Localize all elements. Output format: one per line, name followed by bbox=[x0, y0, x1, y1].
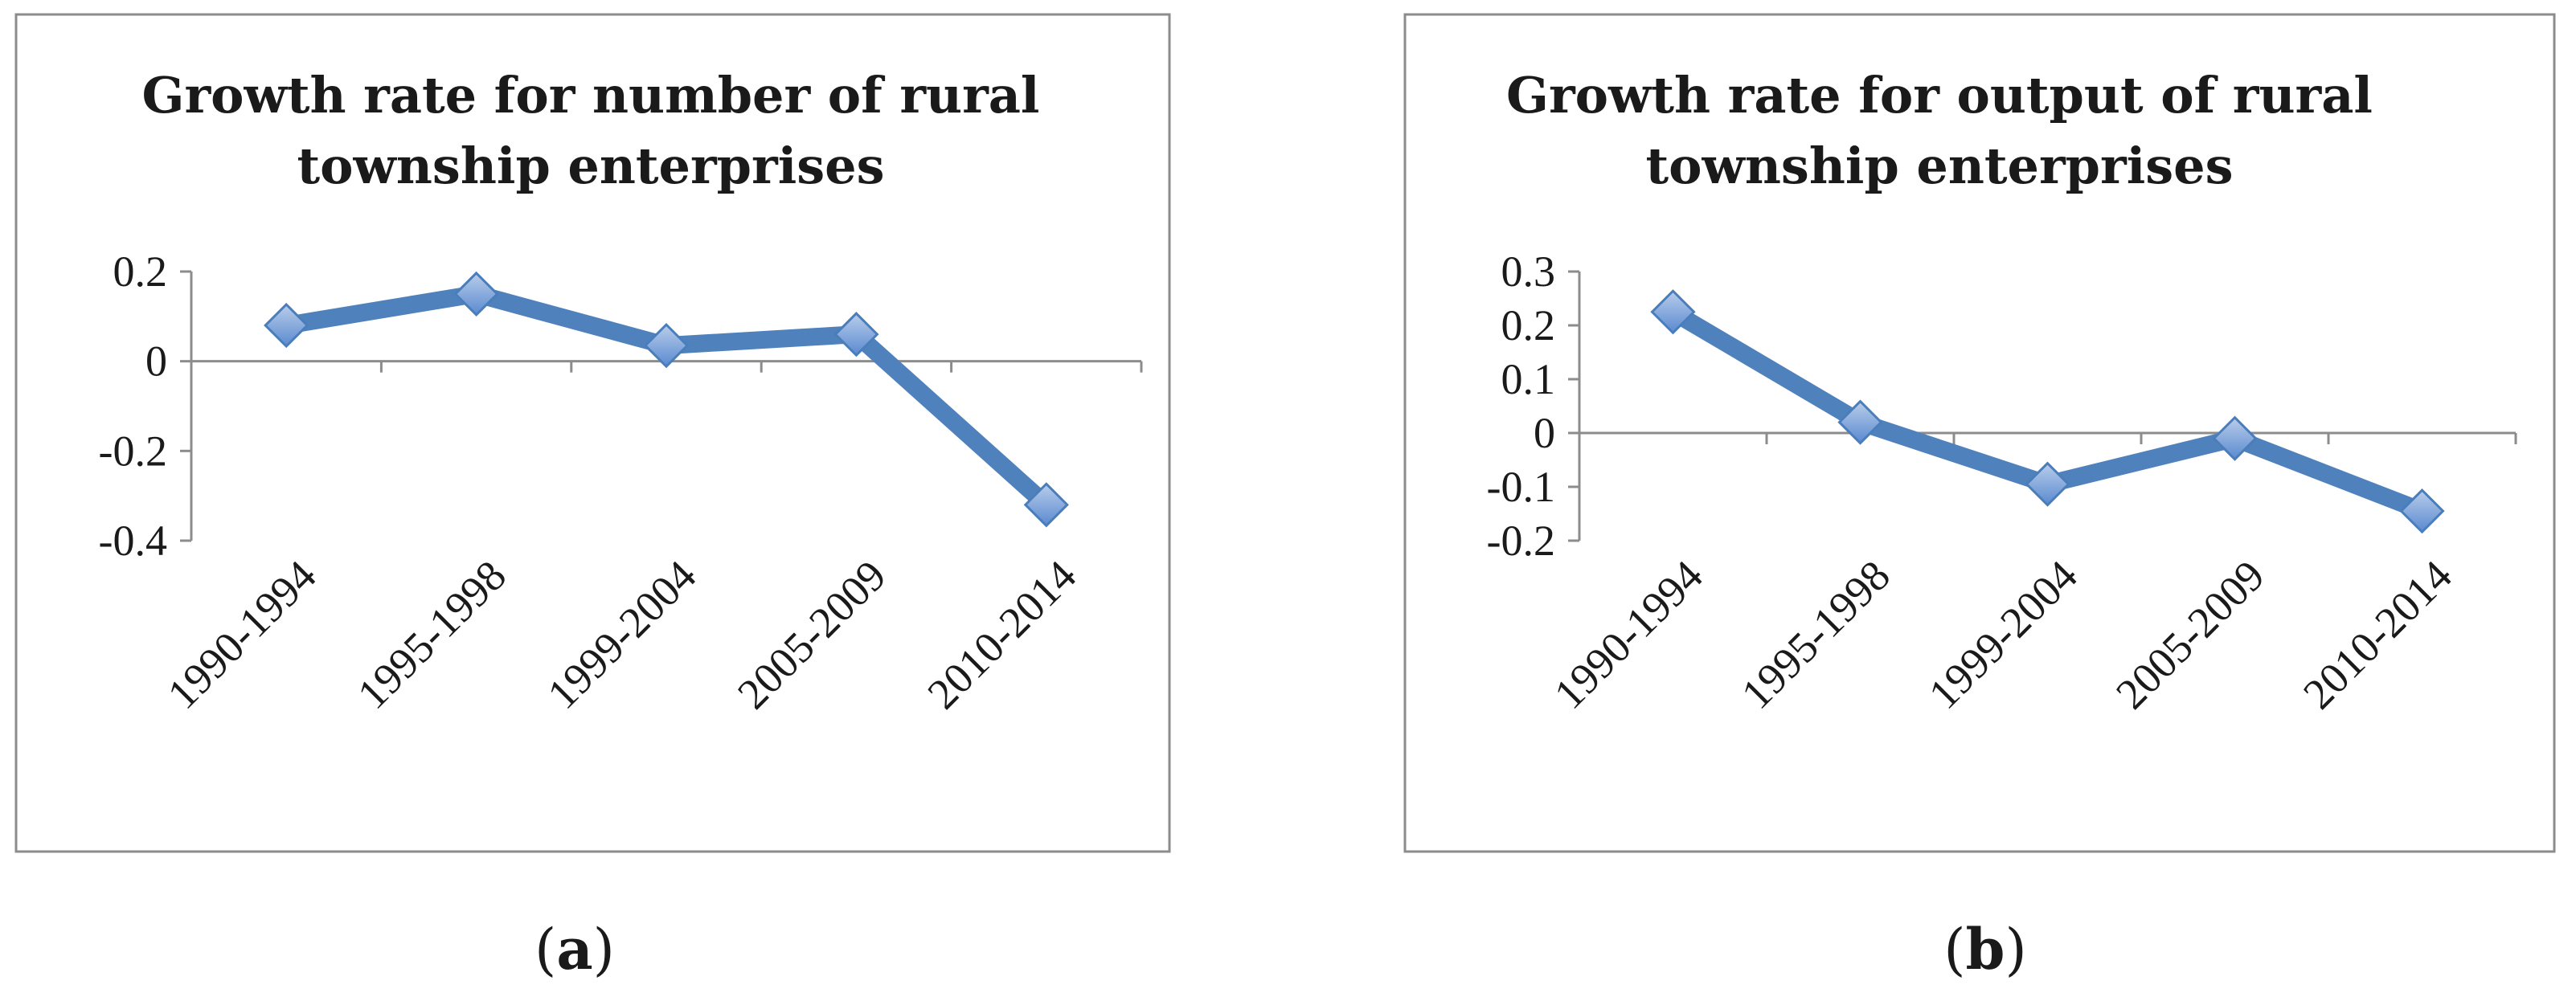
chart-b-caption: (b) bbox=[1865, 916, 2106, 983]
chart-b-data-point bbox=[2212, 415, 2258, 461]
chart-b-data-point bbox=[2399, 488, 2445, 534]
chart-a-caption-letter: a bbox=[556, 916, 593, 983]
chart-b-y-tick-label: 0 bbox=[1534, 409, 1555, 457]
chart-b-y-tick-label: 0.1 bbox=[1501, 355, 1556, 403]
chart-a-data-point bbox=[833, 312, 879, 357]
chart-a-caption: (a) bbox=[454, 916, 695, 983]
chart-a-data-point bbox=[264, 302, 309, 349]
chart-b-y-tick-label: 0.3 bbox=[1501, 247, 1556, 296]
chart-b-caption-close: ) bbox=[2005, 917, 2027, 983]
chart-panel-a: Growth rate for number of rural township… bbox=[0, 0, 1286, 1005]
chart-a-y-tick-label: -0.2 bbox=[99, 427, 167, 475]
chart-b-y-tick-label: -0.2 bbox=[1487, 517, 1555, 565]
chart-b-svg: Growth rate for output of rural township… bbox=[1403, 13, 2556, 853]
chart-b-title-line-1: Growth rate for output of rural bbox=[1506, 66, 2373, 125]
chart-b-data-point bbox=[2025, 461, 2070, 507]
chart-b-data-point bbox=[1837, 399, 1883, 445]
chart-b-data-point bbox=[1650, 289, 1696, 335]
chart-a-title-line-2: township enterprises bbox=[297, 137, 884, 195]
chart-a-data-point bbox=[1023, 482, 1069, 528]
chart-a-data-point bbox=[643, 323, 690, 369]
chart-a-svg: Growth rate for number of rural township… bbox=[14, 13, 1171, 853]
chart-panel-b: Growth rate for output of rural township… bbox=[1286, 0, 2572, 1005]
chart-b-caption-letter: b bbox=[1965, 916, 2005, 983]
chart-a-caption-open: ( bbox=[534, 917, 557, 983]
chart-a-caption-close: ) bbox=[592, 917, 615, 983]
chart-b-caption-open: ( bbox=[1943, 917, 1966, 983]
chart-b-y-tick-label: 0.2 bbox=[1501, 301, 1556, 349]
chart-b-title-line-2: township enterprises bbox=[1645, 137, 2233, 195]
chart-a-title-line-1: Growth rate for number of rural bbox=[142, 66, 1040, 125]
chart-a-y-tick-label: 0 bbox=[145, 337, 167, 386]
chart-a-y-tick-label: -0.4 bbox=[99, 517, 167, 565]
chart-a-y-tick-label: 0.2 bbox=[113, 247, 168, 296]
chart-b-y-tick-label: -0.1 bbox=[1487, 463, 1555, 511]
chart-a-data-point bbox=[453, 271, 499, 317]
